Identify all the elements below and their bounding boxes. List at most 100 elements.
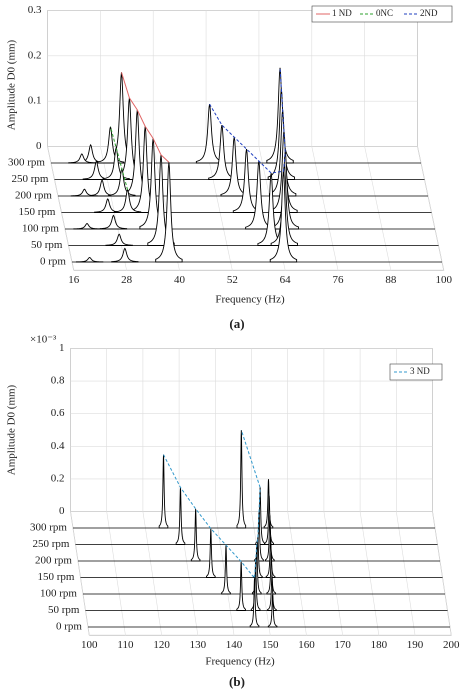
mode-peak bbox=[113, 188, 142, 213]
row-label: 50 rpm bbox=[48, 604, 80, 616]
x-tick-label: 28 bbox=[121, 274, 133, 286]
mode-peak bbox=[221, 545, 231, 595]
x-tick-label: 140 bbox=[226, 639, 243, 651]
z-tick-label: 1 bbox=[59, 342, 65, 354]
minor-peak bbox=[73, 223, 101, 230]
z-tick-label: 0.2 bbox=[28, 49, 42, 61]
x-grid-line bbox=[432, 348, 452, 636]
z-axis-label: Amplitude D0 (mm) bbox=[6, 384, 18, 475]
x-grid-line bbox=[364, 10, 392, 271]
x-tick-label: 64 bbox=[280, 274, 292, 286]
x-grid-line bbox=[323, 348, 343, 636]
z-tick-label: 0 bbox=[36, 140, 42, 152]
row-label: 300 rpm bbox=[30, 522, 67, 534]
x-tick-label: 88 bbox=[385, 274, 397, 286]
minor-peak bbox=[111, 247, 139, 263]
x-tick-label: 170 bbox=[334, 639, 351, 651]
mode-peak bbox=[249, 578, 260, 628]
x-tick-label: 100 bbox=[81, 639, 98, 651]
minor-peak bbox=[264, 495, 274, 545]
legend-label: 1 ND bbox=[332, 8, 352, 18]
mode-peak bbox=[175, 487, 186, 545]
minor-peak bbox=[75, 256, 104, 263]
minor-peak bbox=[68, 153, 96, 164]
mode-peak bbox=[236, 561, 246, 611]
x-tick-label: 52 bbox=[227, 274, 238, 286]
x-grid-line bbox=[287, 348, 307, 636]
x-tick-label: 150 bbox=[262, 639, 279, 651]
mode-peak bbox=[269, 171, 298, 263]
mode-peak bbox=[190, 508, 201, 562]
minor-peak bbox=[265, 536, 276, 578]
back-wall bbox=[47, 10, 418, 147]
x-tick-label: 180 bbox=[371, 639, 388, 651]
minor-peak bbox=[105, 233, 133, 246]
z-tick-label: 0.1 bbox=[28, 95, 42, 107]
minor-peak bbox=[267, 594, 278, 628]
x-tick-label: 40 bbox=[174, 274, 186, 286]
mode-peak bbox=[206, 528, 216, 578]
z-tick-label: 0.2 bbox=[51, 472, 65, 484]
x-tick-label: 130 bbox=[190, 639, 207, 651]
mode-trace bbox=[120, 72, 170, 163]
x-tick-label: 120 bbox=[153, 639, 170, 651]
x-tick-label: 160 bbox=[298, 639, 315, 651]
row-label: 50 rpm bbox=[31, 239, 63, 251]
axis-multiplier: ×10⁻³ bbox=[30, 334, 57, 346]
x-grid-line bbox=[178, 348, 199, 636]
x-grid-line bbox=[396, 348, 416, 636]
mode-trace bbox=[209, 67, 286, 174]
x-tick-label: 110 bbox=[117, 639, 134, 651]
z-axis-label: Amplitude D0 (mm) bbox=[6, 39, 18, 130]
minor-peak bbox=[88, 179, 116, 197]
x-tick-label: 190 bbox=[407, 639, 424, 651]
row-label: 200 rpm bbox=[35, 555, 72, 567]
row-label: 300 rpm bbox=[8, 157, 45, 169]
x-axis-label: Frequency (Hz) bbox=[205, 656, 275, 668]
row-label: 0 rpm bbox=[40, 256, 66, 268]
mode-trace bbox=[163, 430, 261, 580]
x-tick-label: 76 bbox=[333, 274, 345, 286]
mode-peak bbox=[96, 126, 125, 164]
minor-peak bbox=[265, 515, 275, 562]
row-label: 200 rpm bbox=[15, 190, 52, 202]
minor-peak bbox=[70, 188, 99, 197]
row-label: 250 rpm bbox=[33, 538, 70, 550]
z-tick-label: 0 bbox=[59, 505, 65, 517]
panel-label: (a) bbox=[229, 316, 244, 331]
x-axis-label: Frequency (Hz) bbox=[215, 294, 285, 306]
mode-peak bbox=[236, 430, 247, 529]
minor-peak bbox=[266, 553, 277, 595]
mode-peak bbox=[155, 162, 183, 263]
z-tick-label: 0.3 bbox=[28, 4, 42, 16]
row-label: 250 rpm bbox=[12, 173, 49, 185]
mode-trace bbox=[109, 126, 129, 190]
row-label: 150 rpm bbox=[19, 206, 56, 218]
x-tick-label: 16 bbox=[68, 274, 80, 286]
legend-box bbox=[311, 5, 453, 23]
legend-box bbox=[389, 363, 443, 381]
x-grid-line bbox=[359, 348, 380, 636]
z-tick-label: 0.8 bbox=[51, 375, 65, 387]
legend-label: 2ND bbox=[420, 8, 438, 18]
mode-peak bbox=[250, 561, 261, 611]
row-label: 0 rpm bbox=[56, 621, 82, 633]
x-grid-line bbox=[106, 348, 126, 636]
row-label: 100 rpm bbox=[40, 588, 77, 600]
minor-peak bbox=[99, 214, 128, 230]
z-tick-label: 0.4 bbox=[51, 440, 65, 452]
minor-peak bbox=[94, 198, 122, 213]
x-tick-label: 200 bbox=[443, 639, 460, 651]
panel-label: (b) bbox=[229, 674, 245, 689]
row-label: 100 rpm bbox=[22, 223, 59, 235]
row-label: 150 rpm bbox=[38, 571, 75, 583]
x-grid-line bbox=[142, 348, 162, 636]
minor-peak bbox=[267, 574, 277, 611]
x-grid-line bbox=[417, 10, 445, 271]
mode-peak bbox=[158, 454, 169, 529]
z-tick-label: 0.6 bbox=[51, 407, 65, 419]
legend-label: 3 ND bbox=[410, 366, 430, 376]
x-tick-label: 100 bbox=[436, 274, 453, 286]
legend-label: 0NC bbox=[376, 8, 393, 18]
